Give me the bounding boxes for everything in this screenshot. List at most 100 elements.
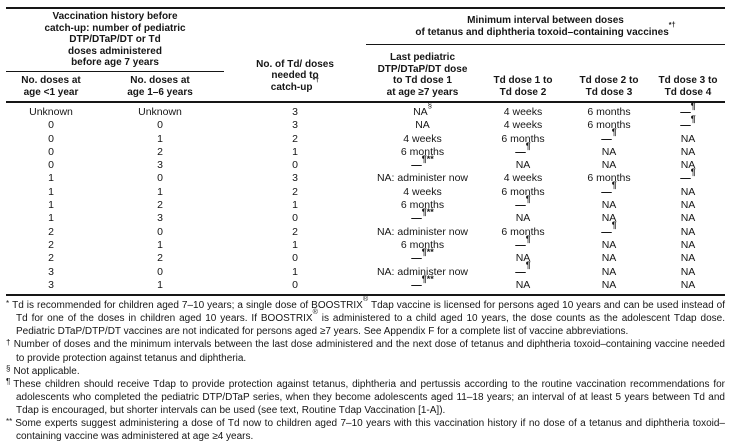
table-cell: —¶ (601, 180, 617, 198)
header-line: DTP/DTaP/DT or Td (69, 34, 161, 46)
table-cell: 6 months (400, 145, 445, 158)
header-line: No. of Td/ doses (256, 58, 334, 70)
table-cell: NA (601, 159, 617, 172)
header-line: Td dose 3 to (658, 75, 718, 86)
table-cell: 6 months (400, 199, 445, 212)
footnote: † Number of doses and the minimum interva… (6, 338, 725, 364)
col-header-td-doses-needed: No. of Td/ doses needed to catch-up*† (224, 9, 366, 101)
table-cell: NA (601, 252, 617, 265)
table-cell: 6 months (501, 225, 545, 238)
header-line: catch-up: number of pediatric (44, 22, 186, 34)
col-group-vaccination-history: Vaccination history before catch-up: numb… (6, 9, 224, 72)
table-cell: 4 weeks (503, 106, 543, 118)
table-cell: NA (601, 212, 617, 225)
header-line: needed to (271, 70, 319, 81)
table-cell: 3 (292, 119, 298, 132)
table-cell: 0 (157, 265, 163, 278)
table-cell: 3 (48, 278, 54, 291)
table-cell: NA (415, 119, 430, 132)
table-cell: NA (680, 225, 696, 238)
table-cell: 1 (48, 172, 54, 185)
table-cell: 2 (157, 252, 163, 265)
table-cell: NA (680, 278, 696, 291)
vaccination-catchup-table: Vaccination history before catch-up: numb… (6, 7, 725, 443)
col-header-td2-to-td3: Td dose 2 to Td dose 3 (567, 45, 651, 101)
header-line: age <1 year (23, 86, 79, 98)
table-cell: NA: administer now (376, 265, 469, 278)
table-cell: NA (680, 145, 696, 158)
header-line: DTP/DTaP/DT dose (377, 63, 468, 75)
table-cell: NA (601, 265, 617, 278)
table-cell: 1 (292, 238, 298, 251)
table-cell: 0 (48, 145, 54, 158)
table-body: Unknown Unknown 3 NA§ 4 weeks 6 months —¶ 0 0 3 NA… (6, 100, 725, 297)
col-group-minimum-interval: Minimum interval between doses of tetanus… (366, 9, 725, 45)
table-cell: 6 months (587, 119, 631, 132)
table-cell: Unknown (29, 106, 73, 118)
table-cell: 1 (157, 185, 163, 198)
table-cell: 0 (48, 159, 54, 172)
table-cell: NA (680, 159, 696, 172)
table-cell: NA (680, 185, 696, 198)
table-cell: 2 (48, 238, 54, 251)
table-cell: —¶ (680, 100, 696, 118)
table-cell: 0 (157, 172, 163, 185)
table-cell: 3 (157, 212, 163, 225)
table-cell: 0 (48, 119, 54, 132)
header-line: catch-up*† (270, 75, 320, 93)
table-cell: NA: administer now (376, 172, 469, 185)
table-cell: 0 (292, 159, 298, 172)
table-cell: 6 months (501, 185, 545, 198)
header-line: Minimum interval between doses (467, 15, 624, 26)
table-cell: 0 (48, 132, 54, 145)
table-cell: 6 months (501, 132, 545, 145)
table-cell: 0 (292, 252, 298, 265)
table-cell: 4 weeks (403, 185, 442, 198)
table-cell: 2 (48, 225, 54, 238)
table-cell: —¶** (411, 273, 434, 291)
col-header-doses-age-1-6: No. doses at age 1–6 years (96, 72, 224, 101)
footnote: § Not applicable. (6, 364, 725, 378)
table-cell: NA: administer now (376, 225, 469, 238)
footnote-text: Not applicable. (13, 365, 80, 377)
table-cell: 2 (157, 145, 163, 158)
footnote-text: Td is recommended for children aged 7–10… (12, 294, 725, 338)
header-line: No. doses at (130, 75, 190, 86)
table-cell: 3 (292, 172, 298, 185)
footnote-text: Number of doses and the minimum interval… (13, 339, 725, 364)
col-header-td1-to-td2: Td dose 1 to Td dose 2 (479, 45, 567, 101)
table-cell: —¶ (515, 233, 531, 251)
table-cell: NA§ (413, 100, 432, 118)
table-cell: —¶ (515, 193, 531, 212)
table-cell: 3 (292, 106, 298, 118)
footnote: * Td is recommended for children aged 7–1… (6, 294, 725, 338)
header-line: Td dose 2 to (579, 75, 639, 86)
table-cell: NA (601, 238, 617, 251)
header-line: to Td dose 1 (393, 75, 452, 86)
table-cell: NA (680, 199, 696, 212)
header-line: No. doses at (21, 75, 81, 86)
header-line: Td dose 4 (664, 86, 712, 98)
table-cell: —¶** (411, 246, 434, 265)
table-cell: 1 (292, 199, 298, 212)
col-header-td3-to-td4: Td dose 3 to Td dose 4 (651, 45, 725, 101)
table-cell: NA (515, 252, 531, 265)
table-cell: —¶ (601, 127, 617, 145)
footnote-text: These children should receive Tdap to pr… (13, 378, 725, 416)
table-cell: 4 weeks (503, 172, 543, 185)
header-line: age 1–6 years (127, 86, 193, 98)
table-cell: 6 months (587, 106, 631, 118)
table-cell: 3 (48, 265, 54, 278)
table-cell: 2 (292, 225, 298, 238)
header-line: Td dose 2 (499, 86, 547, 98)
footnote: ** Some experts suggest administering a d… (6, 417, 725, 443)
table-cell: 0 (157, 119, 163, 132)
table-cell: —¶** (411, 153, 434, 172)
footnote-symbol: * (6, 298, 10, 308)
footnote: ¶ These children should receive Tdap to p… (6, 377, 725, 417)
table-cell: 1 (157, 278, 163, 291)
header-line: Td dose 3 (585, 86, 633, 98)
header-line: at age ≥7 years (386, 86, 459, 98)
table-cell: NA (680, 212, 696, 225)
